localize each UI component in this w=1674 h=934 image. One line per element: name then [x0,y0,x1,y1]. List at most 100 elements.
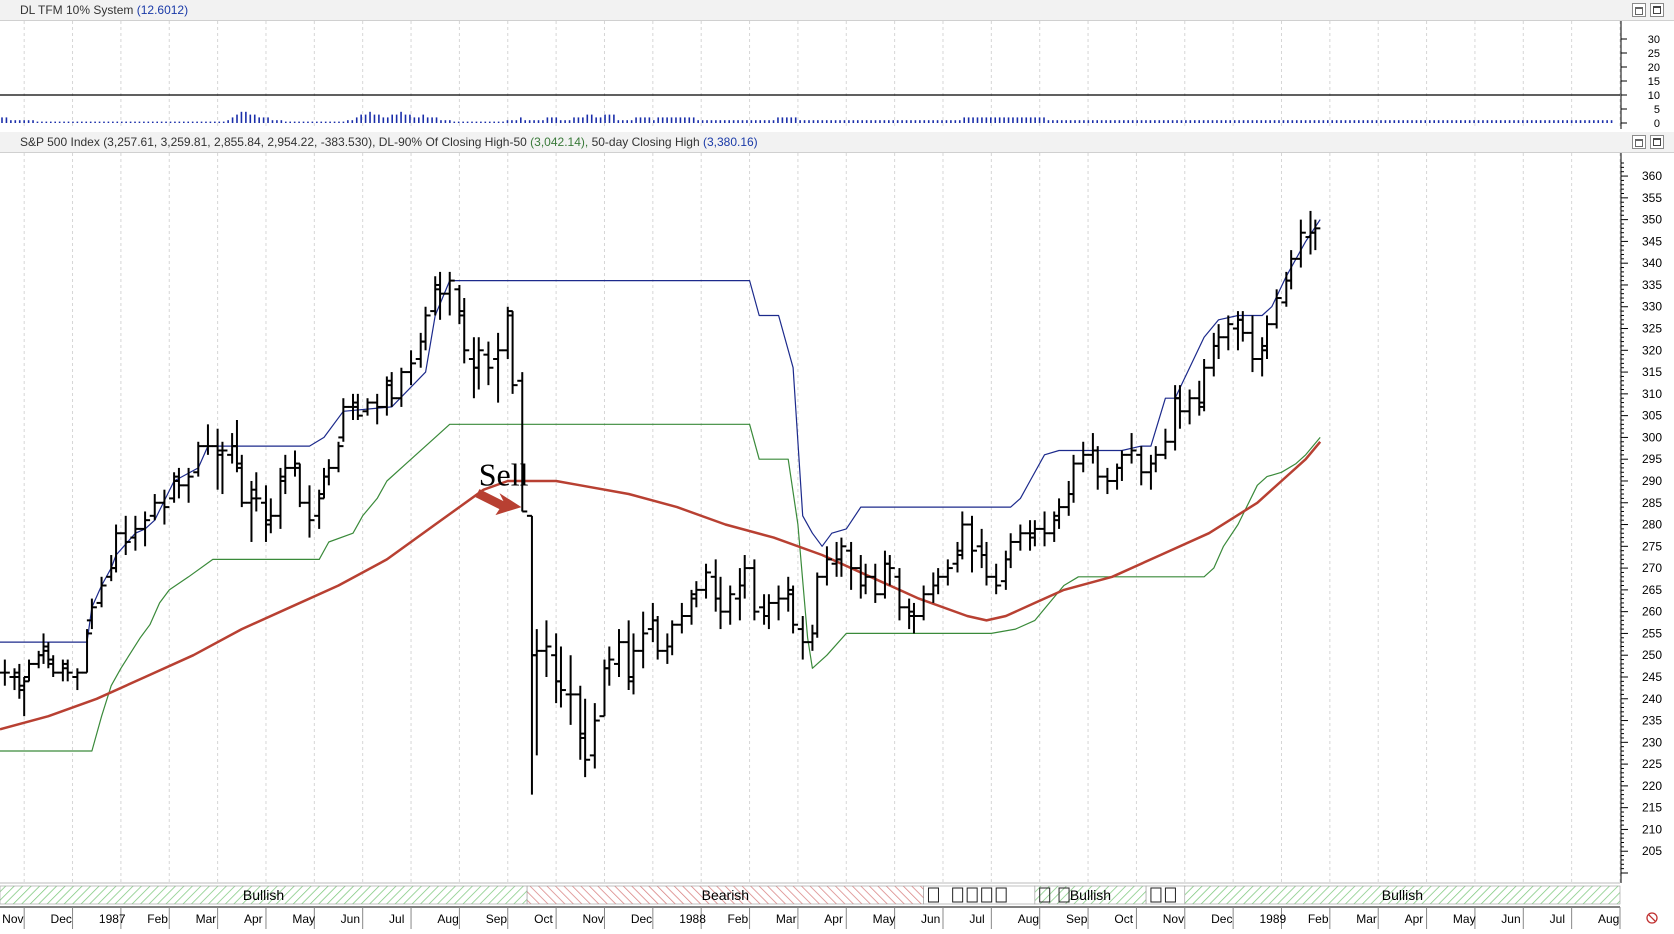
price-tick-label: 250 [1642,648,1662,662]
price-bar [1237,311,1248,342]
indicator-tick-label: 20 [1648,62,1660,74]
month-label: Jul [969,912,984,926]
price-bar [701,563,712,599]
price-bar [193,441,204,477]
close-icon [1646,912,1658,924]
price-bar [1310,219,1321,251]
price-bar [217,441,228,495]
indicator-panel-header: DL TFM 10% System (12.6012) [0,0,1674,21]
regime-transition-box [1039,887,1051,903]
maximize-panel-button[interactable] [1650,135,1664,149]
price-bar [1039,511,1050,547]
price-bar [1271,289,1282,329]
price-bar [386,372,397,407]
price-tick-label: 265 [1642,583,1662,597]
maximize-panel-button[interactable] [1650,3,1664,17]
price-bar [24,659,35,682]
price-bar [251,472,262,512]
price-tick-label: 275 [1642,539,1662,553]
high-line-name: 50-day Closing High [591,135,700,149]
price-tick-label: 325 [1642,322,1662,336]
price-tick-label: 230 [1642,735,1662,749]
price-bar [304,485,315,538]
month-label: Dec [51,912,72,926]
price-bar [1015,524,1026,551]
month-label: May [292,912,315,926]
price-tick-label: 290 [1642,474,1662,488]
price-bar [86,598,97,630]
price-bar [0,659,10,686]
price-bar [1160,428,1171,460]
price-bar [265,498,276,534]
month-label: 1988 [679,912,706,926]
price-tick-label: 355 [1642,191,1662,205]
indicator-tick-label: 25 [1648,48,1660,60]
indicator-tick-label: 15 [1648,76,1660,88]
price-bar [1092,446,1103,490]
price-tick-label: 280 [1642,518,1662,532]
price-bar [836,537,847,577]
regime-label: Bearish [702,887,749,903]
high-line-value: (3,380.16) [702,135,758,149]
price-bar [1102,467,1113,495]
price-bar [860,563,871,595]
regime-label: Bullish [243,887,284,903]
price-bar [420,306,431,351]
price-bar [870,563,881,603]
month-label: Aug [1018,912,1039,926]
price-bar [459,298,470,364]
price-tick-label: 340 [1642,256,1662,270]
price-tick-label: 260 [1642,605,1662,619]
price-bar [1184,389,1195,425]
price-tick-label: 240 [1642,692,1662,706]
price-bar [236,454,247,508]
price-bar [715,576,726,630]
price-tick-label: 315 [1642,365,1662,379]
price-tick-label: 205 [1642,844,1662,858]
minimize-panel-button[interactable] [1632,135,1646,149]
indicator-tick-label: 5 [1654,104,1660,116]
month-label: Mar [776,912,797,926]
price-axis-background [1621,153,1674,883]
minimize-panel-button[interactable] [1632,3,1646,17]
price-bar [1116,450,1127,481]
regime-band-segment [923,885,1036,905]
indicator-chart: 0 5 10 15 20 25 30 [0,21,1674,129]
price-tick-label: 305 [1642,409,1662,423]
indicator-axis-background [1621,21,1674,129]
price-bar [1174,385,1185,429]
price-bar [1261,315,1272,360]
month-label: Apr [824,912,843,926]
price-bar [1223,315,1234,351]
price-bar [812,572,823,638]
month-label: 1989 [1259,912,1286,926]
price-bar [918,585,929,621]
price-bar [1213,324,1224,360]
month-label: Jul [389,912,404,926]
stop-line [0,423,1321,752]
month-label: Dec [631,912,652,926]
indicator-background [0,21,1674,129]
price-bar [1126,433,1137,464]
regime-transition-box [966,887,978,903]
price-tick-label: 345 [1642,234,1662,248]
price-chart: Sell 205 210 215 220 225 230 235 240 245 250 255 260… [0,153,1674,934]
month-label: Jun [921,912,940,926]
price-tick-label: 235 [1642,714,1662,728]
sell-annotation: Sell [479,456,529,492]
price-bar [1295,219,1306,268]
price-bar [773,585,784,621]
price-tick-label: 295 [1642,452,1662,466]
month-label: Sep [1066,912,1088,926]
price-bar [894,568,905,621]
price-panel-header: S&P 500 Index (3,257.61, 3,259.81, 2,855… [0,132,1674,153]
month-label: Nov [582,912,603,926]
month-label: Aug [1598,912,1619,926]
price-bar [788,585,799,634]
price-bar [372,393,383,425]
month-label: Jul [1550,912,1565,926]
price-bar [352,393,363,420]
month-label: Oct [534,912,553,926]
month-label: Nov [1163,912,1184,926]
price-bar [604,646,615,686]
